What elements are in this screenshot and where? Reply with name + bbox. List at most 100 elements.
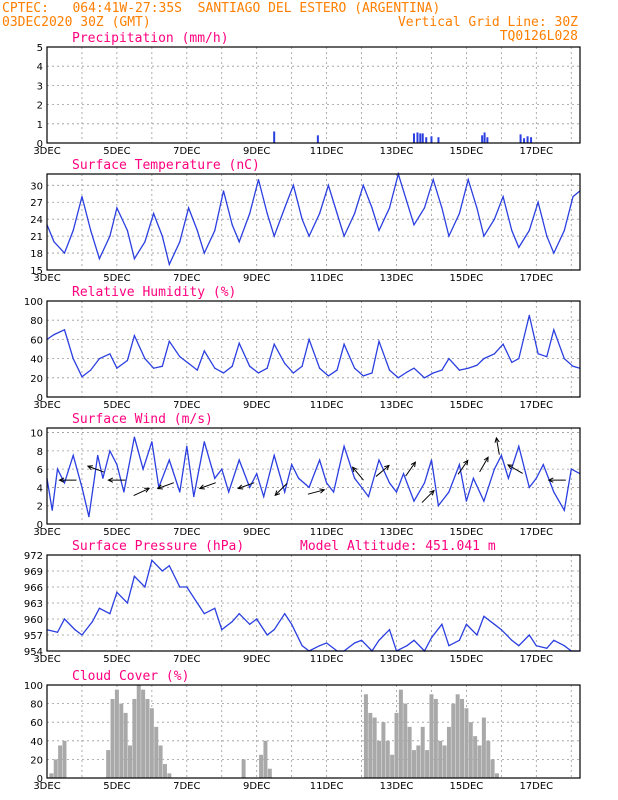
wind-y-tick-label: 2 [37, 502, 43, 513]
temp-data-point [476, 207, 478, 209]
temp-x-tick-label: 3DEC [33, 273, 60, 284]
pressure-data-point [483, 615, 485, 617]
precip-bar [437, 137, 440, 143]
wind-data-point [97, 454, 99, 457]
wind-arrow-shaft [457, 460, 469, 475]
temp-frame [46, 173, 581, 271]
pressure-data-point [413, 639, 415, 641]
humidity-panel: 0 20 40 60 80 100 3DEC 5DEC 7DEC 9DEC 11DEC 13DEC 15… [24, 285, 581, 411]
humidity-data-point [90, 369, 92, 371]
pressure-data-point [63, 618, 66, 620]
temp-data-point [196, 229, 198, 232]
wind-data-point [458, 463, 461, 466]
cloud-x-tick-label: 17DEC [519, 781, 553, 792]
cloud-y-tick-label: 100 [24, 681, 43, 692]
cloud-bar [420, 726, 425, 778]
cloud-bar [455, 694, 460, 778]
pressure-title: Surface Pressure (hPa) [72, 539, 244, 554]
pressure-data-point [500, 629, 502, 631]
humidity-data-point [572, 365, 574, 367]
temp-data-point [249, 212, 251, 215]
humidity-data-point [353, 367, 356, 369]
humidity-x-tick-label: 11DEC [310, 400, 344, 411]
pressure-data-point [221, 629, 223, 631]
humidity-data-point [153, 367, 155, 369]
wind-arrow-shaft [307, 489, 325, 495]
cloud-x-tick-label: 15DEC [450, 781, 484, 792]
pressure-x-tick-label: 9DEC [243, 654, 270, 665]
wind-frame [46, 427, 581, 525]
wind-data-point [553, 491, 555, 493]
precip-x-tick-label: 11DEC [310, 146, 344, 157]
pressure-data-point [528, 634, 530, 636]
cloud-x-tick-label: 5DEC [103, 781, 130, 792]
wind-data-point [570, 468, 572, 470]
precip-bar [519, 134, 522, 143]
wind-arrow-head [58, 477, 65, 483]
precip-y-tick-label: 3 [37, 81, 43, 92]
pressure-data-point [116, 591, 118, 593]
temp-data-point [308, 235, 310, 237]
temp-data-point [257, 179, 260, 181]
humidity-data-point [126, 359, 128, 362]
humidity-data-point [266, 367, 268, 369]
temp-data-point [528, 229, 530, 232]
humidity-data-point [81, 376, 83, 378]
cloud-bar [464, 708, 469, 778]
wind-arrow-head [506, 464, 514, 470]
wind-arrow [274, 482, 288, 497]
humidity-data-point [144, 358, 146, 360]
wind-data-point [81, 486, 83, 489]
wind-data-point [291, 463, 293, 466]
cloud-x-tick-label: 3DEC [33, 781, 60, 792]
temp-data-point [266, 212, 268, 215]
temp-data-point [292, 184, 295, 186]
temp-panel: 15 18 21 24 27 30 3DEC 5DEC 7DEC 9DEC 11DEC 13DEC 15… [30, 158, 581, 284]
wind-arrow-shaft [507, 464, 523, 474]
temp-x-tick-label: 13DEC [380, 273, 414, 284]
pressure-data-point [98, 607, 101, 609]
temp-data-point [126, 229, 128, 232]
wind-data-point [214, 477, 216, 479]
wind-data-point [319, 459, 321, 461]
cloud-bar [416, 745, 421, 778]
wind-arrow-head [483, 456, 489, 463]
vertical-grid-header: Vertical Grid Line: 30Z [398, 15, 578, 30]
humidity-data-point [231, 365, 233, 367]
cloud-bar [372, 717, 377, 778]
wind-x-tick-label: 11DEC [310, 527, 344, 538]
wind-data-point [109, 450, 111, 452]
wind-data-point [367, 495, 370, 498]
wind-data-point [168, 459, 170, 461]
wind-arrow-shaft [421, 490, 435, 503]
temp-data-point [467, 179, 469, 181]
pressure-data-point [186, 586, 188, 588]
humidity-y-tick-label: 40 [30, 355, 43, 366]
humidity-data-point [257, 372, 260, 374]
wind-arrow-shaft [479, 456, 489, 473]
cloud-bar [486, 740, 491, 778]
cloud-bar [468, 722, 473, 778]
pressure-data-point [291, 623, 293, 625]
humidity-series-line [46, 315, 581, 379]
wind-arrow [506, 464, 523, 474]
temp-data-point [187, 207, 190, 209]
pressure-data-point [151, 559, 153, 561]
precip-bar [425, 137, 428, 143]
temp-x-tick-label: 7DEC [173, 273, 200, 284]
temp-y-tick-label: 18 [30, 249, 43, 260]
cloud-bar [241, 759, 246, 778]
precip-panel: 0 1 2 3 4 5 3DEC 5DEC 7DEC 9DEC 11DEC 13DEC 15DEC 17D… [33, 31, 581, 157]
wind-arrow [107, 477, 126, 483]
temp-data-point [222, 190, 225, 192]
temp-data-point [432, 179, 434, 181]
humidity-data-point [327, 375, 329, 377]
humidity-data-point [537, 353, 539, 355]
temp-data-point [109, 235, 111, 237]
wind-data-point [402, 473, 405, 475]
cloud-bar [114, 689, 119, 778]
humidity-data-point [388, 369, 391, 371]
wind-data-point [448, 491, 450, 493]
wind-data-point [203, 441, 205, 443]
wind-arrow-shaft [238, 482, 255, 489]
